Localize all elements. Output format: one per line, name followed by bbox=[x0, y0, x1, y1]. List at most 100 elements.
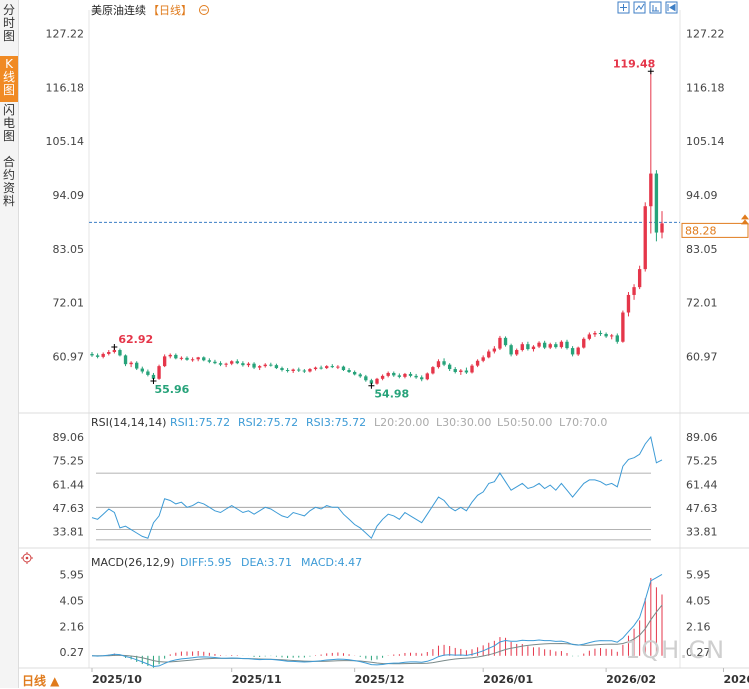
rsi-tick-left: 33.81 bbox=[53, 526, 85, 539]
candle-body bbox=[442, 361, 446, 365]
low-annotation-1: 55.96 bbox=[154, 383, 189, 396]
candle-body bbox=[269, 364, 273, 366]
macd-title: MACD(26,12,9) bbox=[91, 556, 175, 569]
candle-body bbox=[380, 375, 385, 379]
extreme-marker bbox=[150, 377, 157, 384]
rsi-tick-left: 61.44 bbox=[53, 478, 85, 491]
rsi-tick-right: 89.06 bbox=[686, 431, 718, 444]
chart-type-icon[interactable] bbox=[649, 1, 662, 14]
candle-body bbox=[185, 357, 189, 360]
period-label[interactable]: 【日线】 bbox=[148, 3, 192, 17]
candle-body bbox=[369, 380, 374, 384]
rsi-tick-right: 33.81 bbox=[686, 526, 718, 539]
extreme-marker bbox=[647, 68, 654, 75]
macd-histogram bbox=[97, 577, 663, 668]
candle-body bbox=[576, 347, 580, 355]
candle-body bbox=[218, 363, 223, 365]
candle-body bbox=[386, 372, 390, 376]
candle-body bbox=[492, 348, 497, 352]
tab-contract-info[interactable]: 合约资料 bbox=[0, 156, 18, 208]
candle-body bbox=[464, 370, 469, 373]
extreme-markers bbox=[111, 68, 654, 389]
candle-body bbox=[123, 355, 128, 365]
candle-body bbox=[235, 361, 239, 364]
price-tick-right: 105.14 bbox=[686, 135, 725, 148]
candle-body bbox=[487, 351, 491, 358]
candle-body bbox=[297, 369, 301, 371]
candle-body bbox=[325, 366, 329, 369]
candle-body bbox=[336, 366, 340, 368]
early-high-annotation: 62.92 bbox=[118, 333, 153, 346]
candle-body bbox=[308, 369, 312, 372]
time-label: 2025/10 bbox=[92, 673, 142, 686]
candle-body bbox=[302, 370, 307, 372]
price-tick-right: 60.97 bbox=[686, 351, 718, 364]
candle-body bbox=[470, 365, 474, 373]
candle-body bbox=[291, 369, 295, 371]
candle-body bbox=[230, 361, 234, 364]
rsi-level-lines bbox=[96, 472, 651, 541]
candle-body bbox=[526, 344, 530, 350]
current-price-value: 88.28 bbox=[685, 224, 717, 237]
tab-kline-label: K线图 bbox=[2, 57, 15, 97]
candle-body bbox=[598, 332, 603, 334]
candle-body bbox=[168, 354, 172, 357]
rsi-tick-right: 75.25 bbox=[686, 455, 718, 468]
crosshair-icon[interactable] bbox=[633, 1, 646, 14]
l30-value: L30:30.00 bbox=[436, 416, 491, 429]
price-tick-left: 127.22 bbox=[46, 28, 85, 41]
macd-tick-left: 0.27 bbox=[60, 646, 85, 659]
period-toggle-icon[interactable] bbox=[199, 5, 209, 15]
tab-timeshare[interactable]: 分时图 bbox=[0, 4, 18, 43]
candle-body bbox=[375, 378, 379, 384]
candle-body bbox=[392, 372, 396, 376]
candle-body bbox=[280, 368, 284, 371]
dea-line bbox=[92, 604, 663, 665]
candle-body bbox=[224, 363, 228, 365]
extreme-marker bbox=[111, 344, 118, 351]
candle-body bbox=[202, 357, 206, 361]
price-up-arrow-icon bbox=[741, 214, 749, 225]
price-axis-left: 127.22 116.18 105.14 94.09 83.05 72.01 60.97 bbox=[46, 28, 85, 364]
candle-body bbox=[626, 294, 631, 313]
candle-body bbox=[135, 362, 139, 369]
macd-tick-right: 2.16 bbox=[686, 620, 711, 633]
sidebar: 分时图 K线图 闪电图 合约资料 bbox=[0, 0, 19, 688]
rsi-tick-right: 61.44 bbox=[686, 478, 718, 491]
candle-body bbox=[559, 341, 564, 348]
candle-body bbox=[447, 364, 452, 370]
price-tick-left: 83.05 bbox=[53, 243, 85, 256]
period-select[interactable]: 日线 ▲ bbox=[22, 674, 60, 688]
candle-body bbox=[548, 344, 552, 348]
candle-body bbox=[649, 173, 653, 207]
scroll-end-icon[interactable] bbox=[665, 1, 678, 14]
time-label: 2026/02 bbox=[606, 673, 656, 686]
l70-value: L70:70.0 bbox=[559, 416, 607, 429]
tab-kline[interactable]: K线图 bbox=[0, 56, 18, 102]
tab-lightning[interactable]: 闪电图 bbox=[0, 104, 18, 143]
candle-body bbox=[582, 338, 586, 348]
candle-body bbox=[162, 356, 167, 367]
rsi-tick-right: 47.63 bbox=[686, 502, 718, 515]
time-axis: 2025/10 2025/11 2025/12 2026/01 2026/02 2026/… bbox=[91, 668, 749, 686]
candle-body bbox=[503, 337, 508, 346]
candle-body bbox=[347, 370, 351, 372]
macd-tick-right: 5.95 bbox=[686, 568, 711, 581]
price-tick-left: 72.01 bbox=[53, 297, 85, 310]
fullscreen-icon[interactable] bbox=[617, 1, 630, 14]
rsi-axis-left: 89.06 75.25 61.44 47.63 33.81 bbox=[53, 431, 85, 539]
candle-body bbox=[274, 365, 279, 369]
rsi2-value: RSI2:75.72 bbox=[238, 416, 298, 429]
candle-body bbox=[425, 373, 429, 380]
candle-body bbox=[542, 342, 547, 348]
l20-value: L20:20.00 bbox=[374, 416, 429, 429]
candle-body bbox=[146, 371, 150, 375]
candle-body bbox=[593, 332, 597, 335]
instrument-title: 美原油连续 bbox=[91, 3, 146, 17]
candle-body bbox=[257, 366, 262, 368]
rsi-axis-right: 89.06 75.25 61.44 47.63 33.81 bbox=[686, 431, 718, 539]
candle-body bbox=[459, 370, 463, 372]
macd-settings-icon[interactable] bbox=[21, 552, 33, 564]
l50-value: L50:50.00 bbox=[497, 416, 552, 429]
